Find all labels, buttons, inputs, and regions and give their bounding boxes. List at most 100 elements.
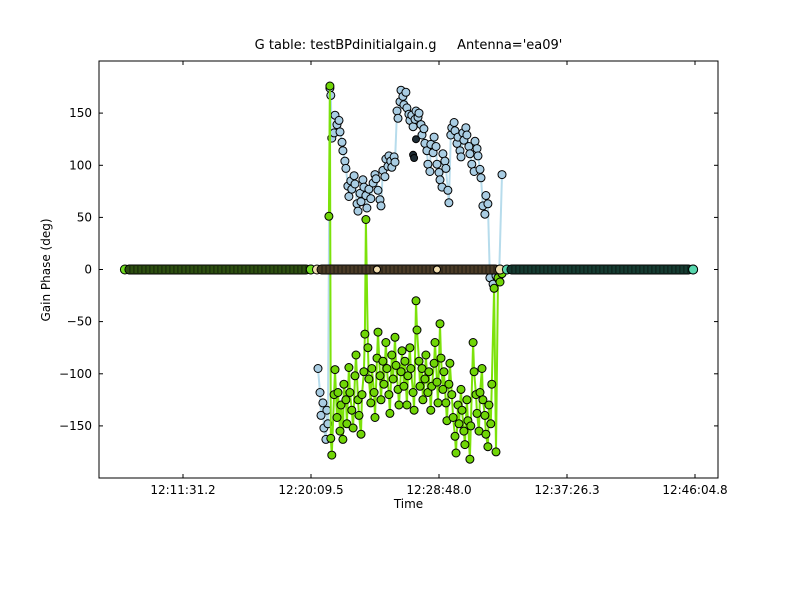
data-point-marker — [449, 118, 459, 127]
data-point-marker — [472, 408, 482, 418]
data-point-marker — [456, 152, 466, 162]
data-point-marker — [313, 364, 323, 373]
data-point-marker — [433, 398, 443, 408]
data-point-marker — [371, 174, 381, 184]
data-point-marker — [414, 356, 424, 366]
data-point-marker — [430, 338, 440, 347]
y-tick-label: −50 — [67, 315, 92, 329]
data-point-marker — [457, 405, 467, 415]
data-point-marker — [468, 338, 478, 347]
x-tick-label: 12:46:04.8 — [662, 483, 727, 497]
data-point-marker — [376, 395, 386, 405]
data-point-marker — [441, 163, 451, 173]
data-point-marker — [393, 113, 403, 123]
data-point-marker — [465, 454, 475, 464]
data-point-marker — [340, 156, 350, 166]
data-point-marker — [408, 122, 418, 132]
data-point-marker — [333, 388, 343, 397]
data-point-marker — [495, 277, 505, 287]
data-point-marker — [341, 395, 351, 405]
data-point-marker — [443, 185, 453, 195]
data-point-marker — [390, 157, 400, 167]
data-point-marker — [432, 159, 442, 169]
data-point-marker — [491, 447, 501, 457]
data-point-marker — [486, 419, 496, 429]
data-point-marker — [350, 371, 360, 381]
zero-band-scan2-bar — [316, 264, 501, 275]
data-point-marker — [327, 450, 337, 460]
data-point-marker — [438, 149, 448, 159]
data-point-marker — [465, 149, 475, 159]
data-point-marker — [366, 398, 376, 408]
data-point-marker — [470, 136, 480, 146]
data-point-marker — [478, 395, 488, 405]
x-tick-label: 12:11:31.2 — [150, 483, 215, 497]
data-point-marker — [432, 377, 442, 387]
data-point-marker — [366, 194, 376, 204]
band-cap-marker — [373, 265, 381, 274]
data-point-marker — [435, 319, 445, 329]
series-zero-band-scan3 — [501, 264, 699, 275]
data-point-marker — [408, 388, 418, 397]
data-point-marker — [477, 364, 487, 373]
data-point-marker — [462, 130, 472, 140]
chart-title: G table: testBPdinitialgain.g Antenna='e… — [254, 38, 563, 53]
data-point-marker — [379, 379, 389, 389]
data-point-marker — [361, 215, 371, 224]
data-point-marker — [435, 175, 445, 185]
y-tick-label: 0 — [84, 263, 92, 277]
y-tick-label: 100 — [69, 158, 92, 172]
data-point-marker — [364, 374, 374, 384]
data-point-marker — [326, 433, 336, 443]
data-point-marker — [380, 172, 390, 182]
series-upper-phase — [313, 83, 507, 444]
x-tick-label: 12:37:26.3 — [534, 483, 599, 497]
data-point-marker — [440, 156, 450, 166]
data-point-marker — [401, 87, 411, 97]
data-point-marker — [460, 440, 470, 450]
data-point-marker — [466, 421, 476, 431]
data-point-marker — [341, 163, 351, 173]
series-dark-outliers — [409, 135, 420, 162]
lower-phase-line — [327, 85, 503, 461]
data-point-marker — [419, 124, 429, 134]
series-zero-band-scan1 — [119, 264, 316, 275]
data-point-marker — [387, 350, 397, 360]
band-cap-marker — [688, 264, 699, 275]
data-point-marker — [480, 410, 490, 420]
data-point-marker — [480, 209, 490, 219]
data-point-marker — [421, 350, 431, 360]
data-point-marker — [364, 184, 374, 194]
data-point-marker — [338, 434, 348, 444]
data-point-marker — [339, 379, 349, 389]
y-tick-label: 150 — [69, 106, 92, 120]
data-point-marker — [438, 384, 448, 394]
data-point-marker — [349, 171, 359, 181]
data-point-marker — [441, 398, 451, 408]
data-point-marker — [412, 135, 420, 144]
data-point-marker — [405, 343, 415, 353]
data-point-marker — [359, 367, 369, 377]
data-point-marker — [399, 381, 409, 391]
data-point-marker — [459, 426, 469, 436]
data-point-marker — [351, 350, 361, 360]
band-cap-marker — [433, 265, 441, 274]
data-point-marker — [350, 179, 360, 189]
data-point-marker — [439, 367, 449, 377]
data-point-marker — [344, 363, 354, 372]
data-point-marker — [348, 423, 358, 433]
data-point-marker — [461, 123, 471, 133]
x-tick-label: 12:28:48.0 — [406, 483, 471, 497]
data-point-marker — [373, 327, 383, 337]
data-point-marker — [362, 203, 372, 213]
data-point-marker — [489, 283, 499, 293]
data-point-marker — [384, 390, 394, 400]
y-tick-label: −100 — [59, 367, 92, 381]
data-point-marker — [335, 426, 345, 436]
data-point-marker — [332, 413, 342, 422]
data-point-marker — [396, 367, 406, 377]
data-point-marker — [335, 127, 345, 137]
data-point-marker — [420, 374, 430, 384]
data-point-marker — [411, 296, 421, 306]
data-point-marker — [476, 173, 486, 183]
